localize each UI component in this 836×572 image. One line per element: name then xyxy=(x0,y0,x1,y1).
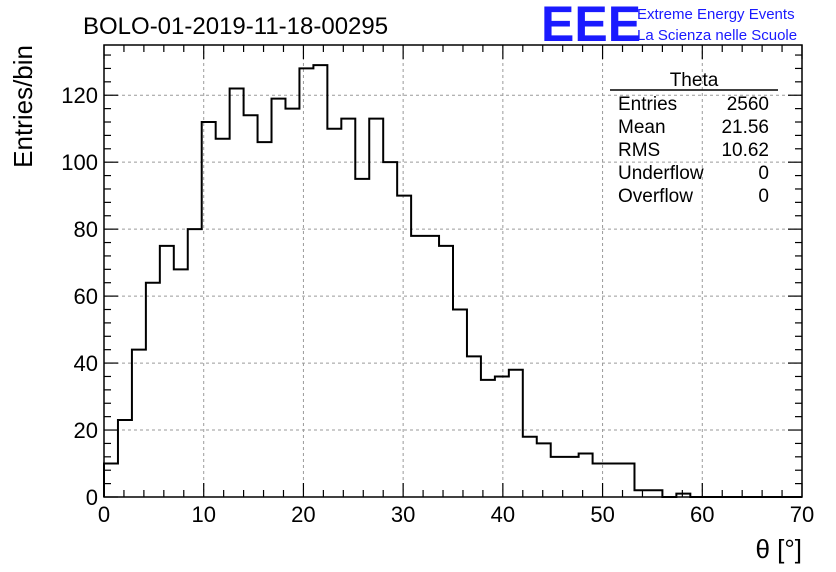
plot-frame xyxy=(103,44,803,498)
stats-value-mean: 21.56 xyxy=(721,117,769,138)
histogram-bin xyxy=(425,236,439,497)
x-tick-label: 30 xyxy=(391,502,415,527)
chart-title: BOLO-01-2019-11-18-00295 xyxy=(83,13,388,40)
histogram-bin xyxy=(565,457,579,497)
histogram-bin xyxy=(634,490,648,497)
tick-labels: 0 10 20 30 40 50 60 70 0 20 40 60 80 100 120 xyxy=(61,83,814,527)
axes xyxy=(103,44,803,498)
eee-logo-text: EEE xyxy=(541,0,641,52)
y-tick-label: 100 xyxy=(61,150,98,175)
histogram-bin xyxy=(439,246,453,497)
histogram-bin xyxy=(299,68,313,497)
histogram-bin xyxy=(481,380,495,497)
y-tick-label: 60 xyxy=(74,284,98,309)
histogram-bin xyxy=(467,356,481,497)
stats-value-rms: 10.62 xyxy=(721,140,769,161)
stats-label-mean: Mean xyxy=(618,117,666,138)
brand-line-2: La Scienza nelle Scuole xyxy=(637,27,797,44)
histogram-bin xyxy=(216,139,230,497)
stats-value-entries: 2560 xyxy=(727,94,769,115)
stats-value-overflow: 0 xyxy=(758,186,769,207)
y-axis-label: Entries/bin xyxy=(8,45,38,168)
histogram-bin xyxy=(537,443,551,497)
stats-label-entries: Entries xyxy=(618,94,677,115)
histogram-bin xyxy=(341,119,355,497)
histogram-outline xyxy=(103,64,802,498)
x-tick-label: 0 xyxy=(98,502,110,527)
histogram-bin xyxy=(355,179,369,497)
histogram-bin xyxy=(607,464,621,497)
stats-label-overflow: Overflow xyxy=(618,186,693,207)
histogram-bin xyxy=(495,376,509,497)
histogram-bin xyxy=(327,129,341,497)
histogram-bin xyxy=(160,246,174,497)
x-tick-label: 70 xyxy=(790,502,814,527)
histogram-bin xyxy=(118,420,132,497)
histogram-bin xyxy=(174,269,188,497)
y-tick-label: 40 xyxy=(74,351,98,376)
histogram-bin xyxy=(383,162,397,497)
histogram-bin xyxy=(397,196,411,497)
histogram-bin xyxy=(369,119,383,497)
y-tick-label: 120 xyxy=(61,83,98,108)
histogram-bin xyxy=(509,370,523,497)
y-tick-label: 0 xyxy=(86,485,98,510)
y-tick-label: 20 xyxy=(74,418,98,443)
stats-box: Theta Entries 2560 Mean 21.56 RMS 10.62 … xyxy=(610,70,778,207)
histogram-bin xyxy=(244,115,258,497)
stats-label-rms: RMS xyxy=(618,140,660,161)
histogram-bin xyxy=(104,464,118,497)
x-axis-label: θ [°] xyxy=(755,534,802,564)
histogram-bin xyxy=(648,490,662,497)
histogram-bin xyxy=(313,65,327,497)
histogram-bin xyxy=(285,109,299,497)
histogram-bin xyxy=(523,437,537,497)
histogram-bin xyxy=(132,350,146,497)
x-tick-label: 10 xyxy=(191,502,215,527)
tick-marks xyxy=(103,45,803,498)
histogram-bin xyxy=(258,142,272,497)
brand-line-1: Extreme Energy Events xyxy=(637,6,795,23)
histogram-series xyxy=(103,64,802,498)
histogram-bin xyxy=(272,99,286,497)
stats-value-underflow: 0 xyxy=(758,163,769,184)
histogram-bin xyxy=(593,464,607,497)
x-tick-label: 50 xyxy=(590,502,614,527)
histogram-bin xyxy=(579,453,593,497)
histogram-bin xyxy=(146,283,160,497)
stats-label-underflow: Underflow xyxy=(618,163,704,184)
x-tick-label: 40 xyxy=(491,502,515,527)
x-tick-label: 20 xyxy=(291,502,315,527)
histogram-bin xyxy=(411,236,425,497)
stats-box-title: Theta xyxy=(670,70,719,91)
eee-logo: EEE xyxy=(541,0,641,52)
histogram-bin xyxy=(230,89,244,497)
y-tick-label: 80 xyxy=(74,217,98,242)
x-tick-label: 60 xyxy=(690,502,714,527)
histogram-bin xyxy=(453,310,467,497)
